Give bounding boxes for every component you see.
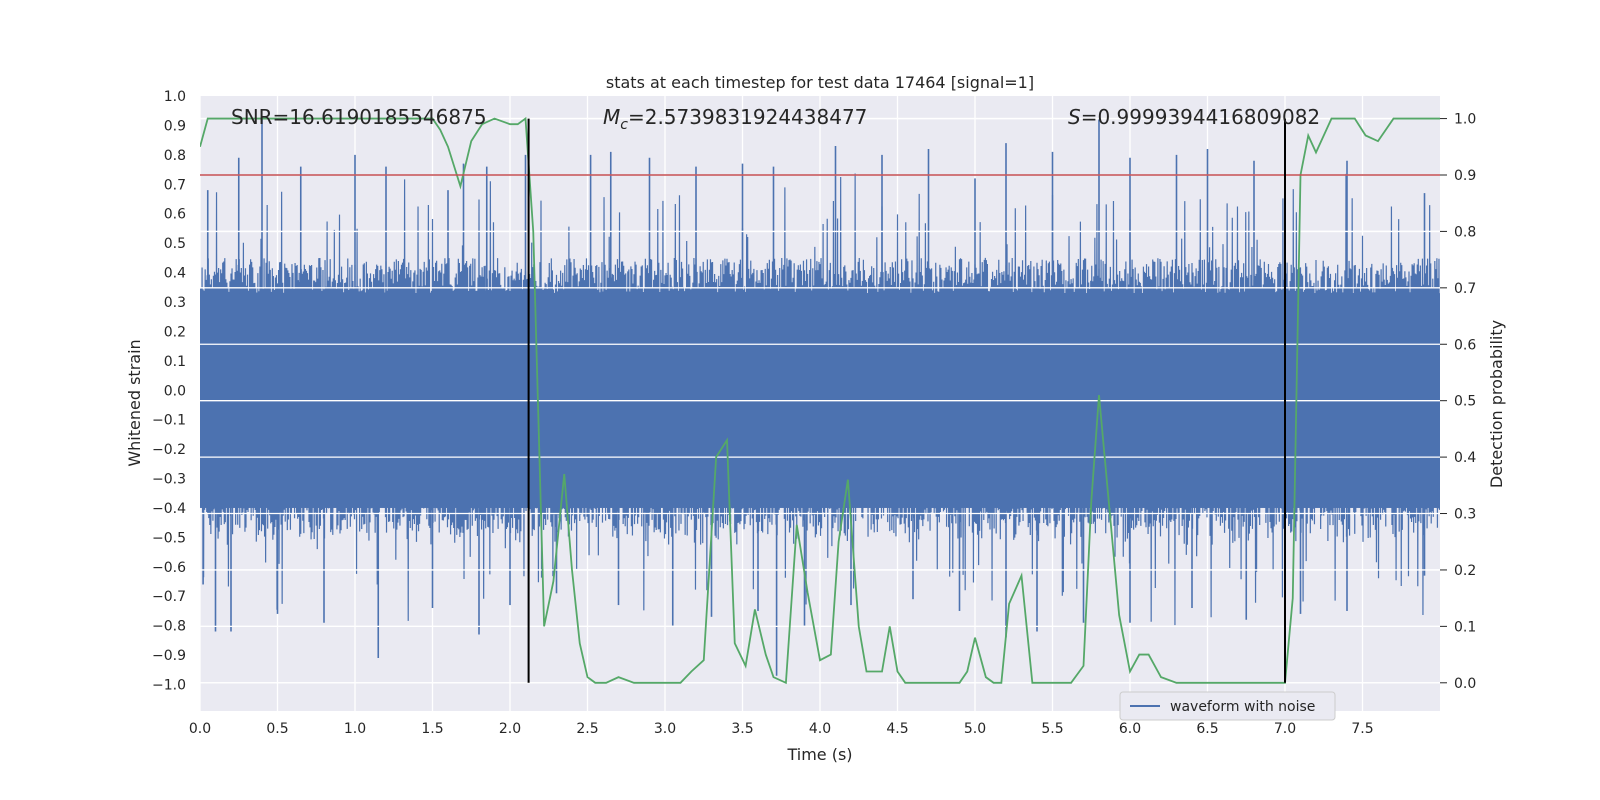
x-axis-ticks: 0.0 0.5 1.0 1.5 2.0 2.5 3.0 3.5 4.0 4.5 5.0 5.5 6.0 6… xyxy=(189,721,1374,737)
y2-tick-label: 0.6 xyxy=(1454,337,1476,353)
x-tick-label: 7.5 xyxy=(1351,721,1373,737)
y-tick-label: 0.4 xyxy=(164,266,186,282)
y-tick-label: 0.7 xyxy=(164,177,186,193)
x-tick-label: 5.5 xyxy=(1041,721,1063,737)
snr-score-annotation: S=0.9999394416809082 xyxy=(1068,105,1320,129)
legend-box xyxy=(1119,691,1336,721)
y2-tick-label: 0.2 xyxy=(1454,563,1476,579)
y2-tick-label: 0.0 xyxy=(1454,676,1476,692)
y-tick-label: −0.3 xyxy=(152,472,186,488)
y-tick-label: −0.6 xyxy=(152,560,186,576)
y2-tick-label: 0.4 xyxy=(1454,450,1476,466)
y-tick-label: −1.0 xyxy=(152,678,186,694)
snr-annotation: SNR=16.6190185546875 xyxy=(231,105,487,129)
x-tick-label: 5.0 xyxy=(964,721,986,737)
y-tick-label: 1.0 xyxy=(164,89,186,105)
y-axis-ticks: 1.0 0.9 0.8 0.7 0.6 0.5 0.4 0.3 0.2 0.1 0.0 −0.1 −0.… xyxy=(152,89,186,694)
y2-tick-label: 0.5 xyxy=(1454,394,1476,410)
x-tick-label: 0.0 xyxy=(189,721,211,737)
y-tick-label: 0.1 xyxy=(164,354,186,370)
y-tick-label: −0.8 xyxy=(152,619,186,635)
y-tick-label: −0.7 xyxy=(152,589,186,605)
x-tick-label: 6.0 xyxy=(1119,721,1141,737)
chirp-mass-symbol: M xyxy=(603,105,620,129)
y-tick-label: 0.6 xyxy=(164,207,186,223)
x-tick-label: 4.5 xyxy=(886,721,908,737)
chirp-mass-value: =2.5739831924438477 xyxy=(628,105,867,129)
y2-axis-label: Detection probability xyxy=(1487,320,1506,488)
y-tick-label: 0.9 xyxy=(164,118,186,134)
legend: waveform with noise xyxy=(1119,691,1336,721)
x-tick-label: 6.5 xyxy=(1196,721,1218,737)
score-value: =0.9999394416809082 xyxy=(1081,105,1320,129)
x-tick-label: 0.5 xyxy=(266,721,288,737)
y2-axis-ticks: 1.0 0.9 0.8 0.7 0.6 0.5 0.4 0.3 0.2 0.1 0.0 xyxy=(1440,112,1476,692)
y-tick-label: 0.8 xyxy=(164,148,186,164)
y-tick-label: 0.5 xyxy=(164,236,186,252)
x-tick-label: 7.0 xyxy=(1274,721,1296,737)
x-tick-label: 1.0 xyxy=(344,721,366,737)
chirp-mass-annotation: Mc=2.5739831924438477 xyxy=(603,105,867,133)
y2-tick-label: 0.9 xyxy=(1454,168,1476,184)
x-tick-label: 3.5 xyxy=(731,721,753,737)
x-axis-label: Time (s) xyxy=(786,745,852,764)
overlays xyxy=(200,118,1440,683)
score-symbol: S xyxy=(1068,105,1081,129)
y-tick-label: −0.2 xyxy=(152,442,186,458)
y2-tick-label: 0.8 xyxy=(1454,224,1476,240)
y2-tick-label: 0.7 xyxy=(1454,281,1476,297)
probability-line xyxy=(200,116,1440,685)
y2-tick-label: 0.3 xyxy=(1454,507,1476,523)
chirp-mass-subscript: c xyxy=(620,117,628,133)
y-tick-label: −0.1 xyxy=(152,413,186,429)
x-tick-label: 3.0 xyxy=(654,721,676,737)
chart-title: stats at each timestep for test data 174… xyxy=(606,73,1034,92)
x-tick-label: 2.0 xyxy=(499,721,521,737)
y-tick-label: −0.5 xyxy=(152,530,186,546)
y2-tick-label: 0.1 xyxy=(1454,619,1476,635)
x-tick-label: 4.0 xyxy=(809,721,831,737)
y-tick-label: 0.0 xyxy=(164,383,186,399)
y-tick-label: 0.3 xyxy=(164,295,186,311)
y-tick-label: −0.9 xyxy=(152,648,186,664)
y2-tick-label: 1.0 xyxy=(1454,112,1476,128)
y-axis-label: Whitened strain xyxy=(125,339,144,466)
probability-series xyxy=(200,116,1440,685)
x-tick-label: 1.5 xyxy=(421,721,443,737)
x-tick-label: 2.5 xyxy=(576,721,598,737)
y-tick-label: −0.4 xyxy=(152,501,186,517)
legend-label: waveform with noise xyxy=(1170,699,1315,715)
y-tick-label: 0.2 xyxy=(164,324,186,340)
